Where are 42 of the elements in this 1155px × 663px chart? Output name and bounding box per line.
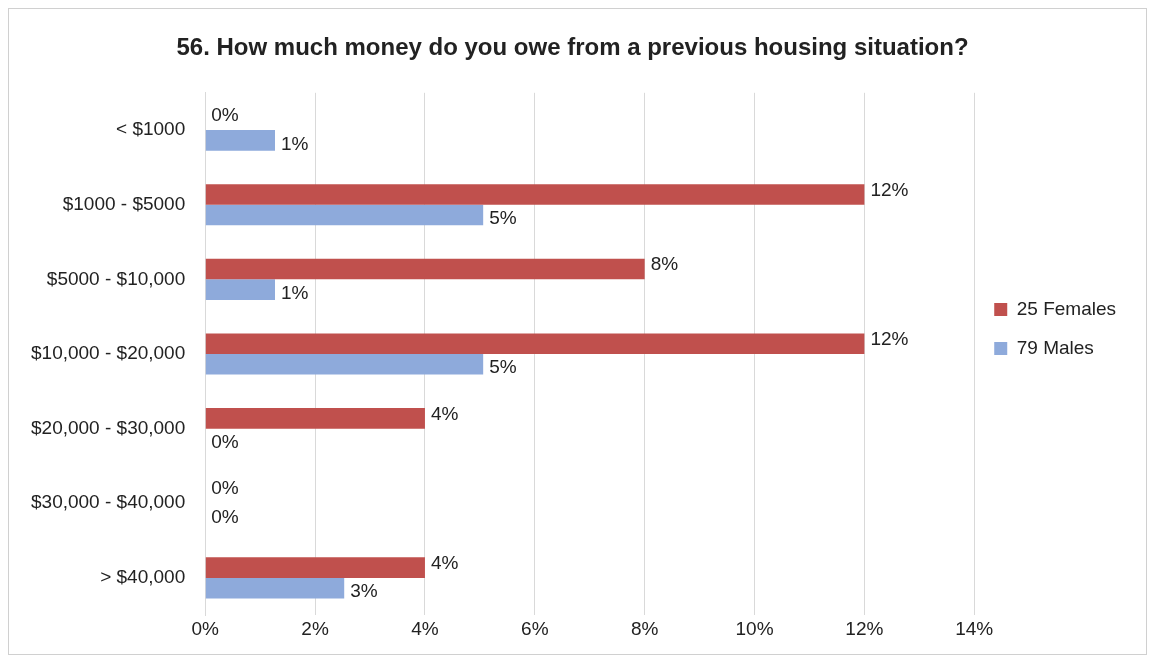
data-label: 1% xyxy=(281,132,309,154)
data-label: 0% xyxy=(211,505,239,527)
bar xyxy=(205,204,484,226)
legend-label: 79 Males xyxy=(1016,336,1094,358)
data-label: 12% xyxy=(870,327,909,349)
bar xyxy=(205,354,484,375)
data-label: 3% xyxy=(350,580,378,602)
y-tick-label: $1000 - $5000 xyxy=(62,192,186,214)
data-label: 8% xyxy=(650,253,679,275)
data-label: 0% xyxy=(211,431,239,453)
x-tick-label: 14% xyxy=(955,617,994,639)
bar xyxy=(205,130,275,151)
legend-label: 25 Females xyxy=(1016,297,1117,319)
data-label: 0% xyxy=(211,477,239,499)
bar xyxy=(205,184,865,205)
x-tick-label: 4% xyxy=(411,617,439,639)
bar xyxy=(205,408,425,429)
bar xyxy=(205,258,645,280)
data-label: 5% xyxy=(489,356,517,378)
bar xyxy=(205,279,275,300)
y-tick-label: $5000 - $10,000 xyxy=(46,267,186,289)
chart-title: 56. How much money do you owe from a previous housing situation? xyxy=(176,33,969,61)
x-tick-label: 8% xyxy=(630,617,659,639)
bar xyxy=(205,557,425,578)
y-tick-label: $30,000 - $40,000 xyxy=(31,491,186,513)
x-tick-label: 6% xyxy=(521,617,549,639)
y-tick-label: $20,000 - $30,000 xyxy=(31,416,186,438)
x-tick-label: 2% xyxy=(301,617,329,639)
data-label: 4% xyxy=(430,402,459,424)
y-tick-label: $10,000 - $20,000 xyxy=(31,342,186,364)
data-label: 0% xyxy=(211,104,239,126)
data-label: 12% xyxy=(870,178,909,200)
x-tick-label: 12% xyxy=(845,617,884,639)
data-label: 4% xyxy=(430,551,459,573)
y-tick-label: > $40,000 xyxy=(100,566,186,588)
data-label: 1% xyxy=(281,281,309,303)
bar xyxy=(205,577,345,599)
y-tick-label: < $1000 xyxy=(116,118,186,140)
x-tick-label: 10% xyxy=(735,617,774,639)
bar xyxy=(205,333,865,354)
x-tick-label: 0% xyxy=(191,617,220,639)
data-label: 5% xyxy=(489,207,517,229)
